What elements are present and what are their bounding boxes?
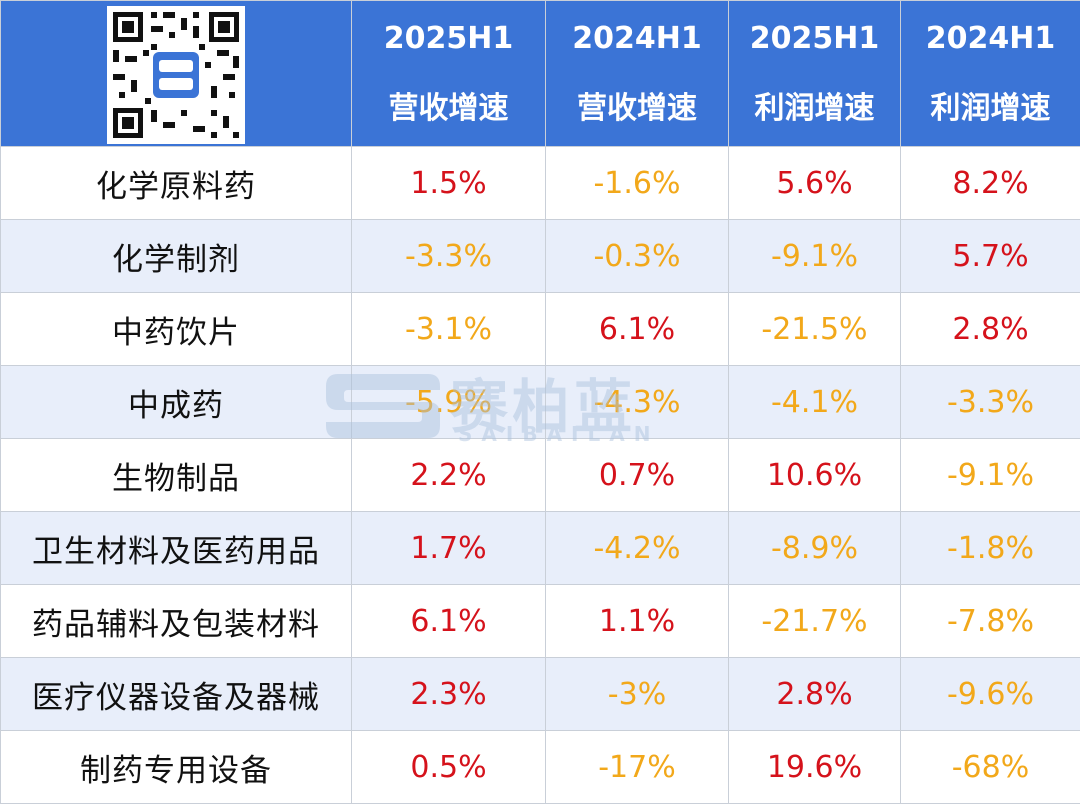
column-header: 2024H1 营收增速 bbox=[545, 0, 729, 147]
growth-value-cell: -3% bbox=[545, 657, 729, 731]
row-category: 化学原料药 bbox=[0, 146, 352, 220]
growth-value-cell: 10.6% bbox=[728, 438, 901, 512]
growth-value-cell: 2.8% bbox=[728, 657, 901, 731]
table-row: 化学原料药 1.5% -1.6% 5.6% 8.2% bbox=[0, 146, 1080, 220]
column-header: 2025H1 利润增速 bbox=[728, 0, 901, 147]
table-row: 制药专用设备 0.5% -17% 19.6% -68% bbox=[0, 730, 1080, 804]
table-row: 化学制剂 -3.3% -0.3% -9.1% 5.7% bbox=[0, 219, 1080, 293]
table-body: 化学原料药 1.5% -1.6% 5.6% 8.2% 化学制剂 -3.3% -0.3% -9.1… bbox=[0, 146, 1080, 804]
column-header: 2024H1 利润增速 bbox=[900, 0, 1080, 147]
growth-value-cell: 1.5% bbox=[351, 146, 546, 220]
growth-value-cell: 2.2% bbox=[351, 438, 546, 512]
table-row: 中成药 -5.9% -4.3% -4.1% -3.3% bbox=[0, 365, 1080, 439]
growth-value-cell: -9.6% bbox=[900, 657, 1080, 731]
growth-value-cell: -1.6% bbox=[545, 146, 729, 220]
column-metric: 营收增速 bbox=[577, 90, 697, 126]
growth-value-cell: -17% bbox=[545, 730, 729, 804]
growth-value-cell: 19.6% bbox=[728, 730, 901, 804]
growth-value-cell: 6.1% bbox=[545, 292, 729, 366]
column-period: 2025H1 bbox=[749, 20, 880, 56]
growth-value-cell: 5.7% bbox=[900, 219, 1080, 293]
column-header: 2025H1 营收增速 bbox=[351, 0, 546, 147]
column-period: 2025H1 bbox=[383, 20, 514, 56]
growth-value-cell: -5.9% bbox=[351, 365, 546, 439]
growth-value-cell: -3.3% bbox=[900, 365, 1080, 439]
row-category: 化学制剂 bbox=[0, 219, 352, 293]
growth-value-cell: -4.3% bbox=[545, 365, 729, 439]
column-metric: 利润增速 bbox=[930, 90, 1051, 126]
growth-value-cell: -1.8% bbox=[900, 511, 1080, 585]
table-row: 药品辅料及包装材料 6.1% 1.1% -21.7% -7.8% bbox=[0, 584, 1080, 658]
growth-value-cell: -3.3% bbox=[351, 219, 546, 293]
growth-value-cell: -7.8% bbox=[900, 584, 1080, 658]
growth-value-cell: -21.5% bbox=[728, 292, 901, 366]
row-category: 卫生材料及医药用品 bbox=[0, 511, 352, 585]
column-metric: 营收增速 bbox=[388, 90, 509, 126]
growth-value-cell: 2.3% bbox=[351, 657, 546, 731]
qr-code-cell bbox=[0, 0, 352, 147]
growth-value-cell: 0.5% bbox=[351, 730, 546, 804]
growth-value-cell: -21.7% bbox=[728, 584, 901, 658]
column-period: 2024H1 bbox=[572, 20, 702, 56]
growth-value-cell: -0.3% bbox=[545, 219, 729, 293]
growth-value-cell: -4.1% bbox=[728, 365, 901, 439]
table-row: 医疗仪器设备及器械 2.3% -3% 2.8% -9.6% bbox=[0, 657, 1080, 731]
table-row: 中药饮片 -3.1% 6.1% -21.5% 2.8% bbox=[0, 292, 1080, 366]
qr-code-icon bbox=[107, 6, 245, 144]
growth-value-cell: 5.6% bbox=[728, 146, 901, 220]
growth-value-cell: -8.9% bbox=[728, 511, 901, 585]
growth-value-cell: -4.2% bbox=[545, 511, 729, 585]
header-row: 2025H1 营收增速 2024H1 营收增速 2025H1 利润增速 2024H1 利… bbox=[0, 0, 1080, 147]
growth-value-cell: -68% bbox=[900, 730, 1080, 804]
row-category: 中成药 bbox=[0, 365, 352, 439]
row-category: 中药饮片 bbox=[0, 292, 352, 366]
row-category: 医疗仪器设备及器械 bbox=[0, 657, 352, 731]
growth-value-cell: 1.1% bbox=[545, 584, 729, 658]
table-row: 卫生材料及医药用品 1.7% -4.2% -8.9% -1.8% bbox=[0, 511, 1080, 585]
row-category: 药品辅料及包装材料 bbox=[0, 584, 352, 658]
table-row: 生物制品 2.2% 0.7% 10.6% -9.1% bbox=[0, 438, 1080, 512]
growth-value-cell: 0.7% bbox=[545, 438, 729, 512]
growth-value-cell: 8.2% bbox=[900, 146, 1080, 220]
growth-value-cell: 1.7% bbox=[351, 511, 546, 585]
column-period: 2024H1 bbox=[925, 20, 1056, 56]
row-category: 生物制品 bbox=[0, 438, 352, 512]
column-metric: 利润增速 bbox=[754, 90, 875, 126]
growth-value-cell: -9.1% bbox=[900, 438, 1080, 512]
row-category: 制药专用设备 bbox=[0, 730, 352, 804]
growth-value-cell: 6.1% bbox=[351, 584, 546, 658]
growth-value-cell: -3.1% bbox=[351, 292, 546, 366]
growth-value-cell: -9.1% bbox=[728, 219, 901, 293]
growth-value-cell: 2.8% bbox=[900, 292, 1080, 366]
